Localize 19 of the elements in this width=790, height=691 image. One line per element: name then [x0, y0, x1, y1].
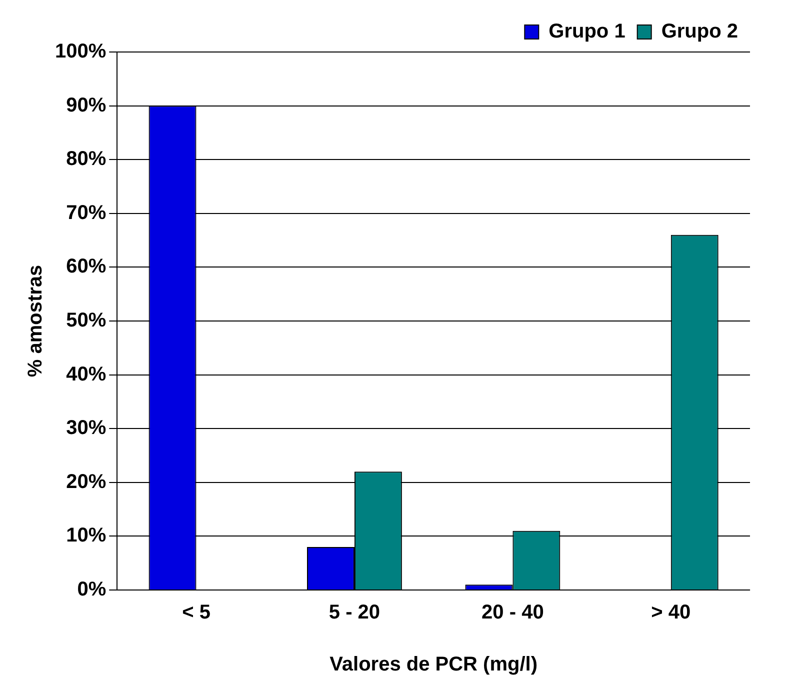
legend-label: Grupo 2: [661, 20, 738, 43]
x-tick-label: > 40: [651, 602, 691, 624]
y-tick-label: 40%: [66, 363, 106, 386]
x-tick-label: 20 - 40: [482, 602, 544, 624]
x-axis-title: Valores de PCR (mg/l): [330, 654, 538, 676]
y-tick-label: 80%: [66, 148, 106, 170]
y-tick-label: 30%: [66, 417, 106, 440]
y-tick-label: 20%: [66, 470, 106, 493]
x-tick-label: < 5: [182, 602, 210, 624]
y-tick-label: 100%: [54, 40, 106, 63]
y-tick-label: 60%: [66, 256, 106, 278]
y-tick-label: 70%: [66, 202, 106, 224]
legend-label: Grupo 1: [548, 20, 626, 43]
y-tick-label: 50%: [66, 310, 106, 332]
x-tick-label: 5 - 20: [328, 602, 380, 624]
y-tick-label: 10%: [66, 524, 106, 547]
y-axis-title: % amostras: [24, 264, 47, 378]
y-tick-label: 90%: [66, 94, 106, 116]
y-tick-label: 0%: [77, 578, 106, 601]
